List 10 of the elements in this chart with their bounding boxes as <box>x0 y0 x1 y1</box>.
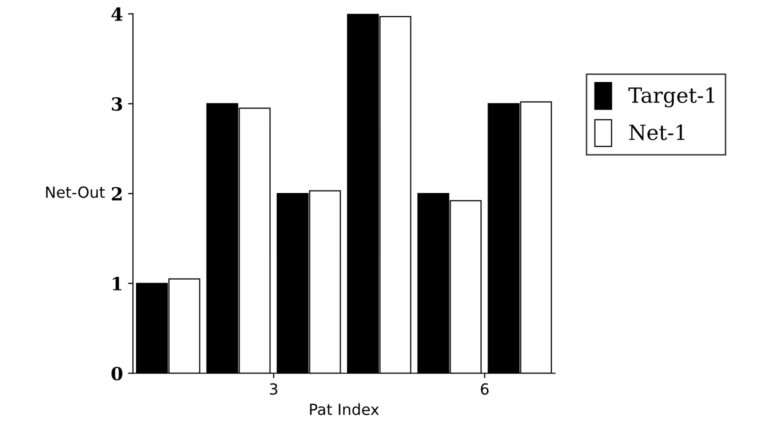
legend-label: Net-1 <box>629 124 684 140</box>
y-axis-title: Net-Out <box>46 186 105 198</box>
x-tick-label: 6 <box>480 383 489 395</box>
y-tick-label: 0 <box>112 366 122 380</box>
x-axis-title: Pat Index <box>310 403 379 416</box>
y-tick-label: 1 <box>112 276 122 290</box>
y-tick-label: 2 <box>112 187 122 200</box>
y-tick-label: 3 <box>112 97 122 111</box>
legend-label: Target-1 <box>628 87 714 108</box>
y-tick-label: 4 <box>111 7 122 21</box>
